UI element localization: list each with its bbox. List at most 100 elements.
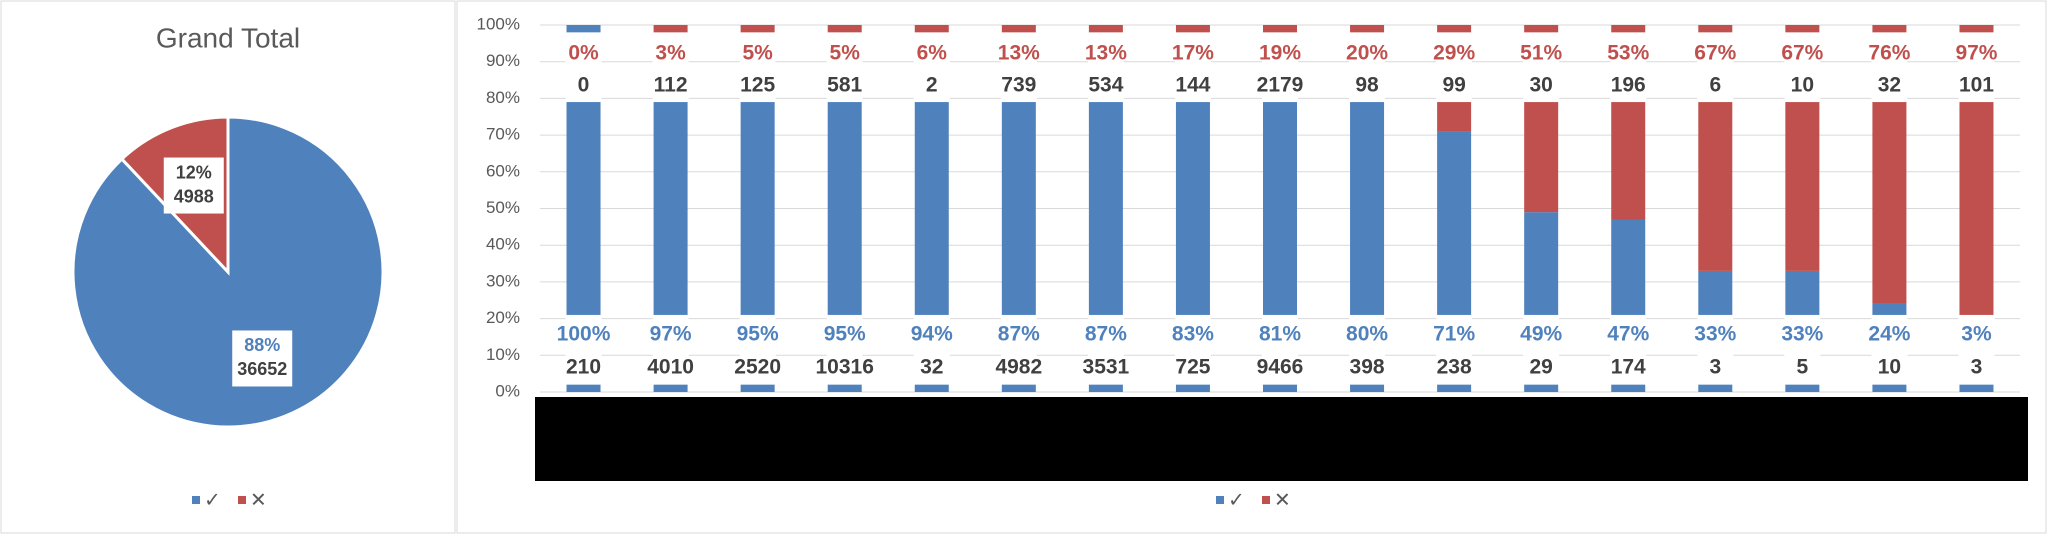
label-band <box>1610 32 1647 103</box>
label-band <box>1871 314 1908 385</box>
label-band <box>652 32 689 103</box>
count-label: 2179 <box>1257 74 1304 97</box>
count-label: 3 <box>1709 356 1721 379</box>
count-label: 0 <box>578 74 590 97</box>
count-label: 9466 <box>1257 356 1304 379</box>
data-label: 97% <box>650 323 692 346</box>
count-label: 32 <box>920 356 943 379</box>
data-label: 71% <box>1433 323 1475 346</box>
label-band <box>1610 314 1647 385</box>
label-band <box>913 32 950 103</box>
data-label: 20% <box>1346 42 1388 65</box>
count-label: 29 <box>1529 356 1552 379</box>
count-label: 144 <box>1175 74 1210 97</box>
data-label: 33% <box>1694 323 1736 346</box>
label-band <box>1174 314 1211 385</box>
label-box <box>232 330 293 387</box>
label-band <box>1349 32 1386 103</box>
count-label: 210 <box>566 356 601 379</box>
label-band <box>652 314 689 385</box>
label-band <box>1174 32 1211 103</box>
count-label: 36652 <box>237 359 287 379</box>
y-tick-label: 20% <box>486 308 520 327</box>
count-label: 2520 <box>734 356 781 379</box>
data-label: 17% <box>1172 42 1214 65</box>
label-band <box>1697 314 1734 385</box>
data-label: 5% <box>742 42 773 65</box>
legend-swatch <box>1262 496 1270 504</box>
count-label: 98 <box>1355 74 1379 97</box>
data-label: 87% <box>1085 323 1127 346</box>
count-label: 581 <box>827 74 862 97</box>
pie: 88% 36652 12% 4988 ✓ ✕ <box>71 115 385 511</box>
count-label: 112 <box>654 74 688 97</box>
label-band <box>1697 32 1734 103</box>
data-label: 3% <box>1961 323 1992 346</box>
count-label: 99 <box>1442 74 1465 97</box>
data-label: 13% <box>998 42 1040 65</box>
count-label: 4988 <box>174 186 214 206</box>
label-band <box>1523 314 1560 385</box>
data-label: 80% <box>1346 323 1388 346</box>
data-label: 95% <box>737 323 779 346</box>
label-band <box>1784 32 1821 103</box>
label-band <box>1262 32 1298 103</box>
count-label: 10316 <box>816 356 874 379</box>
data-label: 81% <box>1259 323 1301 346</box>
legend-label: ✕ <box>1274 489 1291 511</box>
label-band <box>913 314 950 385</box>
label-band <box>1958 32 1995 103</box>
legend-label: ✕ <box>250 489 267 511</box>
count-label: 238 <box>1437 356 1472 379</box>
label-band <box>1436 314 1473 385</box>
label-band <box>1436 32 1473 103</box>
data-label: 97% <box>1955 42 1997 65</box>
count-label: 32 <box>1878 74 1901 97</box>
data-label: 29% <box>1433 42 1475 65</box>
label-band <box>826 32 863 103</box>
count-label: 739 <box>1001 74 1036 97</box>
count-label: 2 <box>926 74 938 97</box>
label-band <box>1087 32 1124 103</box>
label-band <box>1349 314 1386 385</box>
y-tick-label: 100% <box>477 14 520 33</box>
label-band <box>1000 314 1037 385</box>
data-label: 87% <box>998 323 1040 346</box>
label-band <box>739 32 776 103</box>
data-label: 13% <box>1085 42 1127 65</box>
count-label: 101 <box>1959 74 1994 97</box>
label-band <box>565 32 602 103</box>
data-label: 83% <box>1172 323 1214 346</box>
label-band <box>1262 314 1298 385</box>
label-band <box>565 314 602 385</box>
label-band <box>826 314 863 385</box>
count-label: 3 <box>1971 356 1983 379</box>
label-band <box>1523 32 1560 103</box>
data-label: 88% <box>244 335 280 355</box>
count-label: 3531 <box>1083 356 1130 379</box>
legend-swatch <box>192 496 200 504</box>
bar-chart: 0% 10% 20% 30% 40% 50% 60% 70% 80% 90% 100% 0% 0 100%… <box>477 14 2020 511</box>
legend-swatch <box>1216 496 1224 504</box>
data-label: 100% <box>557 323 611 346</box>
data-label: 49% <box>1520 323 1562 346</box>
data-label: 76% <box>1868 42 1910 65</box>
data-label: 47% <box>1607 323 1649 346</box>
data-label: 53% <box>1607 42 1649 65</box>
count-label: 398 <box>1350 356 1385 379</box>
label-band <box>1000 32 1037 103</box>
y-tick-label: 80% <box>486 88 520 107</box>
data-label: 12% <box>176 162 212 182</box>
data-label: 67% <box>1781 42 1823 65</box>
y-tick-label: 90% <box>486 51 520 70</box>
label-band <box>1784 314 1821 385</box>
count-label: 725 <box>1175 356 1210 379</box>
count-label: 174 <box>1611 356 1646 379</box>
count-label: 534 <box>1088 74 1123 97</box>
y-tick-label: 40% <box>486 235 520 254</box>
data-label: 24% <box>1868 323 1910 346</box>
bar-segment <box>653 25 688 37</box>
count-label: 4982 <box>995 356 1042 379</box>
y-tick-label: 30% <box>486 271 520 290</box>
